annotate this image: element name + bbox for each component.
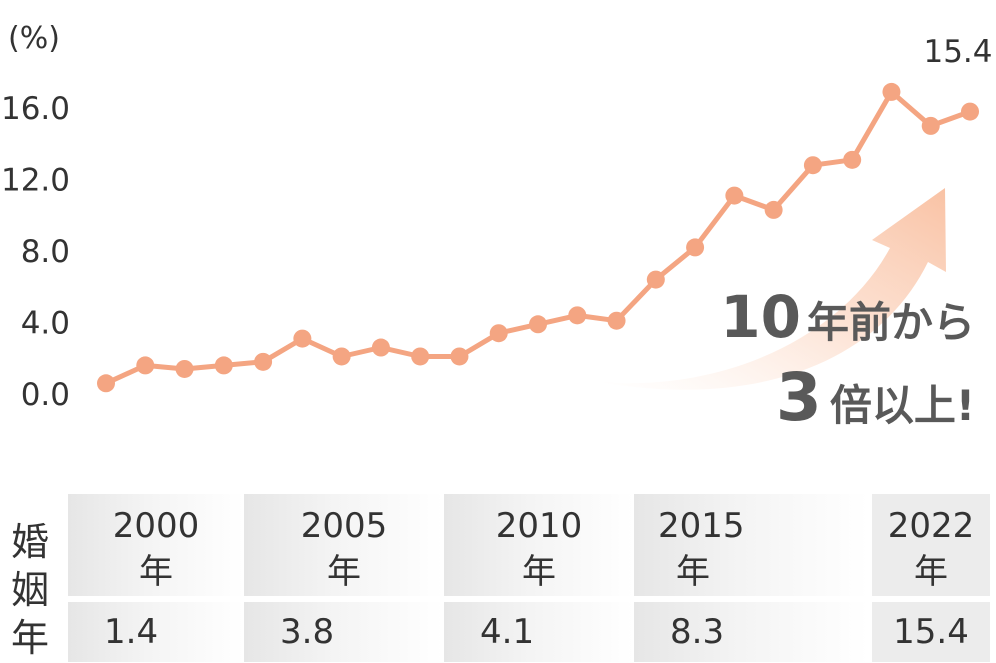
growth-arrow bbox=[600, 188, 946, 390]
row-label-char: 婚 bbox=[10, 520, 49, 564]
data-point bbox=[450, 347, 469, 366]
data-points bbox=[97, 82, 979, 393]
year-suffix: 年 bbox=[327, 552, 361, 592]
y-tick-label: 16.0 bbox=[1, 91, 70, 127]
row-label-char: 年 bbox=[10, 616, 49, 660]
y-axis-ticks: 16.0 12.0 8.0 4.0 0.0 bbox=[1, 91, 70, 413]
data-point bbox=[961, 102, 979, 121]
data-point bbox=[607, 311, 626, 330]
row-label-char: 姻 bbox=[10, 568, 49, 612]
year-suffix: 年 bbox=[676, 552, 710, 592]
table-year-2000: 2000 年 bbox=[68, 494, 244, 596]
data-point bbox=[843, 150, 862, 169]
table-value-2022: 15.4 bbox=[872, 602, 990, 662]
table-year-2022: 2022 年 bbox=[872, 494, 990, 596]
y-unit-label: (%) bbox=[8, 21, 60, 56]
y-tick-label: 8.0 bbox=[21, 234, 70, 270]
table-value-2010: 4.1 bbox=[444, 602, 634, 662]
table-year-2010: 2010 年 bbox=[444, 494, 634, 596]
annotation-line2-text: 倍以上! bbox=[830, 381, 975, 430]
end-value-label: 15.4 bbox=[923, 34, 992, 70]
data-point bbox=[686, 238, 705, 257]
table-year-2015: 2015 年 bbox=[634, 494, 868, 596]
year-number: 2022 bbox=[887, 506, 975, 546]
annotation: 10 年前から 3 倍以上! bbox=[720, 283, 975, 436]
table-year-2005: 2005 年 bbox=[244, 494, 444, 596]
data-point bbox=[332, 347, 351, 366]
data-point bbox=[568, 306, 587, 325]
annotation-line2-number: 3 bbox=[776, 359, 822, 436]
line-chart: (%) 16.0 12.0 8.0 4.0 0.0 15.4 10 年前から 3 倍以上! bbox=[1, 21, 993, 436]
y-tick-label: 12.0 bbox=[1, 163, 70, 199]
year-suffix: 年 bbox=[914, 552, 948, 592]
table-row-label: 婚 姻 年 bbox=[6, 518, 54, 662]
year-number: 2000 bbox=[112, 506, 200, 546]
data-point bbox=[882, 82, 901, 101]
data-point bbox=[411, 347, 430, 366]
year-number: 2005 bbox=[300, 506, 388, 546]
table-value-2000: 1.4 bbox=[68, 602, 244, 662]
year-suffix: 年 bbox=[522, 552, 556, 592]
data-point bbox=[97, 374, 115, 393]
data-point bbox=[254, 352, 273, 371]
year-number: 2010 bbox=[495, 506, 583, 546]
data-point bbox=[214, 356, 233, 375]
data-point bbox=[803, 156, 822, 175]
table-value-2015: 8.3 bbox=[634, 602, 868, 662]
data-point bbox=[529, 315, 547, 334]
annotation-line1-number: 10 bbox=[720, 283, 801, 351]
data-point bbox=[725, 186, 744, 205]
data-point bbox=[136, 356, 155, 375]
data-point bbox=[489, 324, 508, 343]
data-point bbox=[293, 329, 312, 348]
data-point bbox=[646, 270, 665, 289]
y-tick-label: 0.0 bbox=[21, 377, 70, 413]
year-suffix: 年 bbox=[139, 552, 173, 592]
y-tick-label: 4.0 bbox=[21, 306, 70, 342]
annotation-line1-text: 年前から bbox=[807, 298, 975, 347]
data-point bbox=[175, 359, 194, 378]
year-number: 2015 bbox=[658, 506, 745, 546]
data-point bbox=[371, 338, 390, 357]
data-point bbox=[764, 200, 783, 219]
table-value-2005: 3.8 bbox=[244, 602, 444, 662]
data-point bbox=[921, 116, 940, 135]
